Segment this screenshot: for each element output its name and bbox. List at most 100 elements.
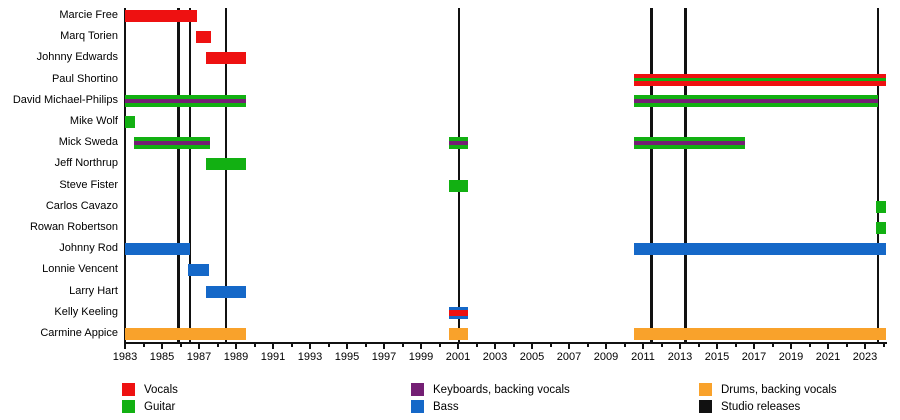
role-stripe-bass bbox=[633, 243, 887, 256]
role-stripe-vocals bbox=[633, 73, 887, 78]
studio-release-line bbox=[177, 8, 180, 342]
member-bar-mike-wolf bbox=[125, 116, 136, 128]
x-axis-major-tick bbox=[716, 344, 718, 349]
x-axis-minor-tick bbox=[328, 344, 330, 347]
role-stripe-bass bbox=[187, 264, 210, 277]
member-bar-carmine-appice bbox=[125, 328, 247, 340]
x-axis-major-tick bbox=[457, 344, 459, 349]
legend-item-studio-releases: Studio releases bbox=[699, 400, 800, 413]
x-axis-tick-label: 2003 bbox=[482, 351, 508, 363]
x-axis-minor-tick bbox=[624, 344, 626, 347]
x-axis-tick-label: 2009 bbox=[593, 351, 619, 363]
role-stripe-drums bbox=[633, 328, 887, 340]
x-axis-tick-label: 2013 bbox=[667, 351, 693, 363]
x-axis-minor-tick bbox=[735, 344, 737, 347]
role-stripe-guitar bbox=[633, 102, 878, 107]
x-axis-tick-label: 2001 bbox=[445, 351, 471, 363]
x-axis-major-tick bbox=[309, 344, 311, 349]
x-axis-tick-label: 2007 bbox=[556, 351, 582, 363]
member-bar-rowan-robertson bbox=[876, 222, 887, 234]
member-bar-lonnie-vencent bbox=[187, 264, 210, 277]
x-axis-minor-tick bbox=[513, 344, 515, 347]
studio-release-line bbox=[457, 8, 461, 342]
role-stripe-guitar bbox=[125, 102, 247, 107]
member-label-jeff-northrup: Jeff Northrup bbox=[54, 157, 118, 170]
member-label-carlos-cavazo: Carlos Cavazo bbox=[45, 199, 118, 212]
legend-label: Drums, backing vocals bbox=[721, 383, 837, 396]
legend-label: Studio releases bbox=[721, 400, 801, 413]
x-axis-major-tick bbox=[420, 344, 422, 349]
legend-swatch-releases bbox=[699, 400, 712, 413]
member-label-larry-hart: Larry Hart bbox=[69, 284, 118, 297]
studio-release-line bbox=[650, 8, 653, 342]
role-stripe-keyboards bbox=[125, 98, 247, 103]
role-stripe-keyboards bbox=[633, 98, 878, 103]
role-stripe-guitar bbox=[633, 145, 745, 150]
legend-label: Vocals bbox=[144, 383, 178, 396]
studio-release-line bbox=[876, 8, 880, 342]
member-bar-jeff-northrup bbox=[206, 158, 247, 171]
x-axis-major-tick bbox=[790, 344, 792, 349]
legend-label: Keyboards, backing vocals bbox=[433, 383, 570, 396]
role-stripe-guitar bbox=[448, 145, 469, 150]
studio-release-line bbox=[684, 8, 687, 342]
member-label-carmine-appice: Carmine Appice bbox=[40, 327, 118, 339]
role-stripe-keyboards bbox=[448, 141, 469, 146]
role-stripe-guitar bbox=[134, 137, 211, 142]
x-axis-minor-tick bbox=[550, 344, 552, 347]
x-axis-minor-tick bbox=[217, 344, 219, 347]
legend-item-vocals: Vocals bbox=[122, 383, 178, 396]
x-axis-major-tick bbox=[679, 344, 681, 349]
member-bar-marcie-free bbox=[125, 10, 198, 22]
x-axis-minor-tick bbox=[439, 344, 441, 347]
x-axis-major-tick bbox=[235, 344, 237, 349]
member-bar-david-michael-philips bbox=[633, 94, 878, 107]
legend-swatch-keyboards bbox=[411, 383, 424, 396]
x-axis-tick-label: 1985 bbox=[149, 351, 175, 363]
x-axis-tick-label: 1997 bbox=[371, 351, 397, 363]
role-stripe-bass bbox=[206, 285, 247, 298]
x-axis-major-tick bbox=[198, 344, 200, 349]
x-axis-minor-tick bbox=[254, 344, 256, 347]
member-label-johnny-rod: Johnny Rod bbox=[59, 242, 118, 255]
member-bar-johnny-rod bbox=[125, 243, 190, 256]
member-bar-carmine-appice bbox=[633, 328, 887, 340]
member-bar-carlos-cavazo bbox=[876, 200, 887, 213]
x-axis-minor-tick bbox=[143, 344, 145, 347]
x-axis-tick-label: 2015 bbox=[704, 351, 730, 363]
x-axis-minor-tick bbox=[846, 344, 848, 347]
role-stripe-guitar bbox=[448, 137, 469, 142]
legend-item-keyboards-backing-vocals: Keyboards, backing vocals bbox=[411, 383, 570, 396]
legend-swatch-guitar bbox=[122, 400, 135, 413]
member-bar-kelly-keeling bbox=[448, 306, 469, 319]
role-stripe-guitar bbox=[134, 145, 211, 150]
x-axis-minor-tick bbox=[661, 344, 663, 347]
x-axis-major-tick bbox=[346, 344, 348, 349]
member-bar-mick-sweda bbox=[134, 137, 211, 150]
member-bar-johnny-edwards bbox=[206, 52, 247, 65]
member-bar-steve-fister bbox=[448, 179, 469, 192]
x-axis-tick-label: 1983 bbox=[112, 351, 138, 363]
member-label-paul-shortino: Paul Shortino bbox=[51, 72, 118, 85]
member-bar-david-michael-philips bbox=[125, 94, 247, 107]
x-axis-major-tick bbox=[272, 344, 274, 349]
role-stripe-guitar bbox=[206, 158, 247, 171]
role-stripe-vocals bbox=[448, 309, 469, 316]
role-stripe-vocals bbox=[633, 81, 887, 86]
role-stripe-keyboards bbox=[633, 141, 745, 146]
role-stripe-guitar bbox=[876, 222, 887, 234]
x-axis-major-tick bbox=[864, 344, 866, 349]
x-axis-minor-tick bbox=[402, 344, 404, 347]
x-axis-minor-tick bbox=[698, 344, 700, 347]
member-label-steve-fister: Steve Fister bbox=[59, 178, 118, 191]
member-bar-paul-shortino bbox=[633, 73, 887, 86]
x-axis-tick-label: 1993 bbox=[297, 351, 323, 363]
x-axis-major-tick bbox=[494, 344, 496, 349]
member-label-marcie-free: Marcie Free bbox=[59, 9, 118, 21]
x-axis-minor-tick bbox=[587, 344, 589, 347]
member-label-lonnie-vencent: Lonnie Vencent bbox=[42, 263, 118, 276]
member-bar-mick-sweda bbox=[448, 137, 469, 150]
member-label-david-michael-philips: David Michael-Philips bbox=[12, 93, 118, 106]
x-axis-major-tick bbox=[531, 344, 533, 349]
